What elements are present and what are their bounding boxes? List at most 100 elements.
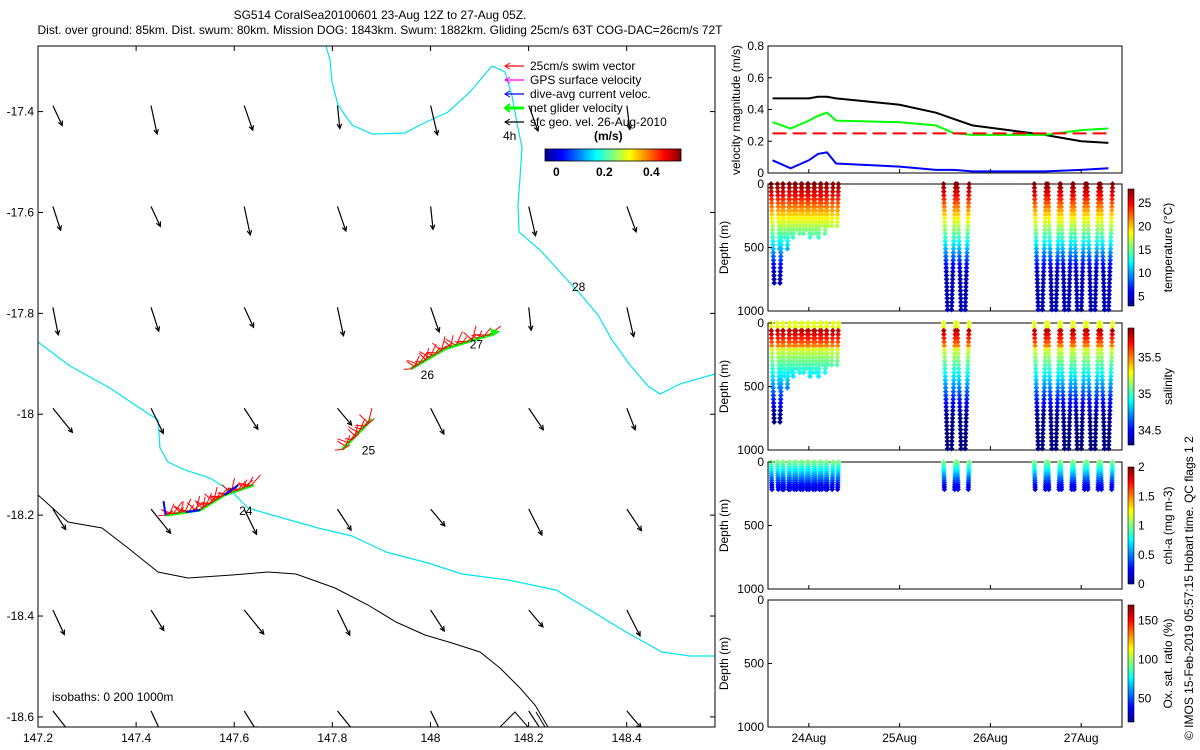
- profile-sample: [1048, 438, 1055, 444]
- profile-sample: [965, 362, 971, 368]
- profile-sample: [1073, 284, 1080, 290]
- profile-sample: [1079, 407, 1086, 414]
- profile-sample: [1072, 234, 1078, 241]
- profile-sample: [1059, 373, 1066, 380]
- profile-sample: [800, 219, 806, 225]
- profile-sample: [966, 184, 972, 191]
- profile-sample: [819, 362, 826, 368]
- profile-sample: [1054, 257, 1061, 264]
- profile-sample: [1094, 381, 1100, 387]
- swim-vector: [443, 340, 451, 348]
- profile-sample: [944, 430, 950, 437]
- profile-sample: [941, 339, 947, 345]
- profile-sample: [1108, 358, 1115, 364]
- profile-sample: [1034, 276, 1041, 283]
- profile-sample: [1059, 219, 1065, 225]
- profile-sample: [777, 268, 784, 275]
- profile-sample: [1053, 287, 1060, 294]
- profile-sample: [1068, 219, 1075, 225]
- profile-sample: [824, 215, 831, 222]
- profile-sample: [1109, 200, 1115, 206]
- profile-sample: [812, 200, 819, 206]
- profile-sample: [1047, 407, 1054, 414]
- profile-sample: [1031, 320, 1038, 326]
- profile-sample: [965, 215, 971, 222]
- profile-sample: [1046, 373, 1053, 380]
- profile-sample: [790, 223, 797, 229]
- profile-sample: [1045, 188, 1051, 195]
- map-xtick-label: 148: [420, 731, 440, 745]
- profile-sample: [949, 411, 956, 418]
- profile-sample: [1059, 238, 1066, 244]
- profile-sample: [780, 327, 786, 334]
- profile-sample: [1035, 445, 1042, 452]
- profile-sample: [1107, 257, 1113, 264]
- profile-sample: [1032, 365, 1039, 372]
- profile-sample: [1061, 426, 1067, 433]
- profile-sample: [964, 230, 971, 237]
- profile-sample: [785, 369, 791, 376]
- profile-sample: [944, 303, 951, 309]
- sfc-vector: [150, 307, 160, 332]
- profile-sample: [818, 181, 824, 187]
- swim-vector: [250, 474, 261, 487]
- profile-sample: [1093, 400, 1100, 406]
- profile-sample: [776, 245, 783, 252]
- profile-sample: [942, 242, 949, 248]
- profile-sample: [1053, 445, 1059, 452]
- profile-sample: [1059, 249, 1066, 256]
- profile-sample: [819, 219, 826, 225]
- profile-sample: [943, 280, 950, 286]
- profile-sample: [1045, 207, 1052, 214]
- profile-sample: [790, 234, 797, 241]
- legend-label-gps: GPS surface velocity: [530, 73, 641, 87]
- profile-sample: [799, 320, 805, 326]
- profile-sample: [965, 358, 971, 364]
- profile-sample: [818, 327, 825, 334]
- profile-sample: [1086, 242, 1092, 248]
- profile-sample: [1071, 215, 1078, 222]
- profile-sample: [1099, 381, 1106, 387]
- profile-sample: [1070, 181, 1077, 187]
- profile-sample: [1045, 343, 1052, 349]
- sfc-vector: [336, 508, 352, 531]
- profile-sample: [818, 204, 825, 210]
- profile-sample: [1101, 287, 1107, 294]
- profile-sample: [1073, 411, 1080, 418]
- profile-sample: [1059, 362, 1065, 368]
- profile-sample: [1079, 423, 1085, 429]
- profile-sample: [824, 335, 830, 342]
- profile-sample: [1094, 362, 1101, 368]
- profile-sample: [800, 350, 806, 357]
- profile-sample: [1041, 392, 1047, 399]
- profile-sample: [834, 346, 841, 353]
- profile-sample: [768, 331, 775, 338]
- profile-sample: [1031, 196, 1038, 203]
- profile-sample: [787, 362, 794, 368]
- profile-sample: [822, 365, 829, 372]
- profile-sample: [1087, 280, 1093, 286]
- profile-sample: [1081, 346, 1088, 353]
- colorbar-tick-label: 1.5: [1138, 489, 1155, 503]
- profile-sample: [1093, 280, 1099, 286]
- profile-sample: [964, 249, 970, 256]
- profile-sample: [1107, 400, 1113, 406]
- profile-sample: [787, 230, 794, 237]
- profile-sample: [1032, 200, 1038, 206]
- profile-sample: [1101, 303, 1108, 309]
- profile-sample: [806, 211, 813, 218]
- profile-sample: [949, 291, 955, 298]
- profile-sample: [1045, 335, 1052, 342]
- profile-sample: [1054, 415, 1060, 422]
- profile-sample: [776, 369, 782, 376]
- colorbar-label: salinity: [1161, 368, 1175, 405]
- profile-sample: [1106, 287, 1113, 294]
- profile-sample: [1074, 303, 1081, 309]
- swim-vector: [418, 352, 427, 361]
- profile-sample: [793, 346, 800, 353]
- profile-sample: [1073, 264, 1079, 271]
- profile-sample: [768, 343, 775, 349]
- profile-sample: [777, 403, 784, 410]
- profile-sample: [770, 264, 777, 271]
